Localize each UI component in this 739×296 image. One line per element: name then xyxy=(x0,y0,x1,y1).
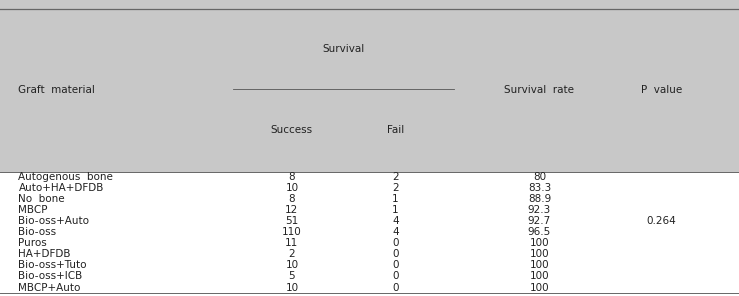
Text: 8: 8 xyxy=(289,194,295,204)
Text: Fail: Fail xyxy=(386,125,404,135)
Text: Graft  material: Graft material xyxy=(18,85,95,95)
Text: 4: 4 xyxy=(392,216,398,226)
Text: Autogenous  bone: Autogenous bone xyxy=(18,172,113,182)
Text: Bio-oss: Bio-oss xyxy=(18,227,57,237)
Text: 10: 10 xyxy=(285,282,299,292)
Text: 51: 51 xyxy=(285,216,299,226)
Text: 10: 10 xyxy=(285,260,299,271)
Text: No  bone: No bone xyxy=(18,194,65,204)
Text: 1: 1 xyxy=(392,205,398,215)
Text: MBCP: MBCP xyxy=(18,205,48,215)
Text: Survival  rate: Survival rate xyxy=(505,85,574,95)
Text: 5: 5 xyxy=(289,271,295,281)
Text: 88.9: 88.9 xyxy=(528,194,551,204)
Text: Bio-oss+Tuto: Bio-oss+Tuto xyxy=(18,260,87,271)
Text: MBCP+Auto: MBCP+Auto xyxy=(18,282,81,292)
Text: Bio-oss+ICB: Bio-oss+ICB xyxy=(18,271,83,281)
Text: 0: 0 xyxy=(392,282,398,292)
Text: 10: 10 xyxy=(285,183,299,193)
Text: 2: 2 xyxy=(392,183,398,193)
Text: 100: 100 xyxy=(530,250,549,259)
Text: 100: 100 xyxy=(530,271,549,281)
Text: 12: 12 xyxy=(285,205,299,215)
Text: 0: 0 xyxy=(392,250,398,259)
Text: 80: 80 xyxy=(533,172,546,182)
Text: 4: 4 xyxy=(392,227,398,237)
Text: HA+DFDB: HA+DFDB xyxy=(18,250,71,259)
Text: 83.3: 83.3 xyxy=(528,183,551,193)
Text: 1: 1 xyxy=(392,194,398,204)
Text: 96.5: 96.5 xyxy=(528,227,551,237)
Text: Success: Success xyxy=(270,125,313,135)
Text: 2: 2 xyxy=(392,172,398,182)
Text: 0: 0 xyxy=(392,260,398,271)
Text: 0: 0 xyxy=(392,271,398,281)
Text: 0.264: 0.264 xyxy=(647,216,676,226)
Text: Puros: Puros xyxy=(18,238,47,248)
Text: 92.3: 92.3 xyxy=(528,205,551,215)
Text: 2: 2 xyxy=(289,250,295,259)
Text: 100: 100 xyxy=(530,282,549,292)
Text: 100: 100 xyxy=(530,238,549,248)
Text: Survival: Survival xyxy=(322,44,365,54)
Text: 11: 11 xyxy=(285,238,299,248)
Text: 8: 8 xyxy=(289,172,295,182)
Text: Bio-oss+Auto: Bio-oss+Auto xyxy=(18,216,89,226)
Text: 110: 110 xyxy=(282,227,302,237)
Text: 0: 0 xyxy=(392,238,398,248)
Text: Auto+HA+DFDB: Auto+HA+DFDB xyxy=(18,183,104,193)
Text: 100: 100 xyxy=(530,260,549,271)
Bar xyxy=(0,0,739,172)
Text: 92.7: 92.7 xyxy=(528,216,551,226)
Text: P  value: P value xyxy=(641,85,682,95)
